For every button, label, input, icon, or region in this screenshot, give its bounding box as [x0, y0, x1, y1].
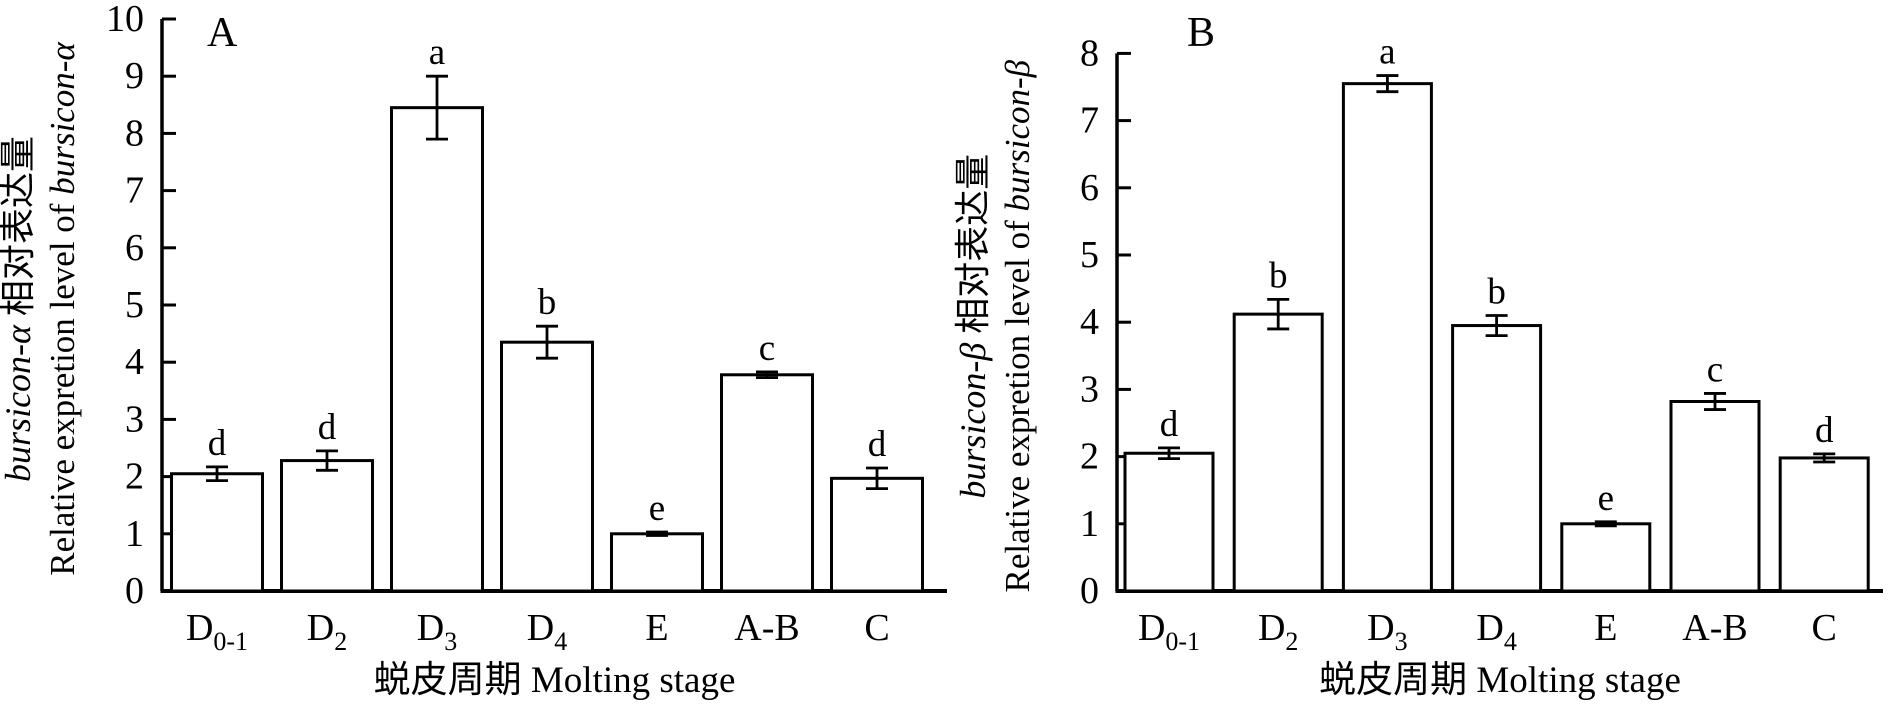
x-tick-label-B-ab: A-B	[1682, 607, 1747, 649]
y-tick-label-B-5: 5	[1080, 234, 1099, 276]
y-tick-label-A-6: 6	[125, 227, 144, 269]
y-tick-label-A-4: 4	[125, 341, 144, 383]
sig-letter-B-d2: b	[1269, 255, 1288, 296]
bar-A-e	[610, 532, 704, 593]
error-bar-B-d3	[1376, 74, 1399, 94]
bar-B-d3	[1341, 82, 1433, 593]
x-tick-label-B-e: E	[1594, 607, 1617, 649]
x-tick-label-A-ab: A-B	[734, 607, 799, 649]
error-bar-B-d01	[1158, 446, 1180, 461]
y-tick-label-A-10: 10	[106, 0, 144, 40]
bar-B-d2	[1232, 312, 1324, 593]
x-tick-label-A-d01: D0-1	[186, 607, 248, 656]
y-tick-label-B-3: 3	[1080, 368, 1099, 410]
panel-label-A: A	[207, 10, 238, 56]
bar-B-d01	[1123, 451, 1215, 593]
sig-letter-A-d2: d	[318, 407, 337, 448]
x-tick-label-B-d01: D0-1	[1138, 607, 1200, 656]
bar-A-ab	[720, 373, 814, 593]
error-bar-A-d2	[316, 449, 338, 472]
y-tick-label-B-4: 4	[1080, 301, 1099, 343]
y-tick-label-A-8: 8	[125, 112, 144, 154]
error-bar-A-c	[866, 466, 888, 491]
y-tick-label-A-1: 1	[125, 513, 144, 555]
y-tick-label-A-9: 9	[125, 55, 144, 97]
error-bar-B-d4	[1485, 314, 1508, 338]
y-tick-label-A-7: 7	[125, 170, 144, 212]
panel-label-B: B	[1187, 10, 1215, 56]
sig-letter-B-d3: a	[1379, 32, 1395, 73]
bar-B-ab	[1669, 399, 1761, 593]
sig-letter-A-d4: b	[538, 282, 557, 323]
x-tick-label-A-c: C	[864, 607, 889, 649]
y-tick-label-B-7: 7	[1080, 100, 1099, 142]
sig-letter-B-e: e	[1598, 478, 1614, 519]
y-tick-label-A-3: 3	[125, 398, 144, 440]
y-tick-label-A-5: 5	[125, 284, 144, 326]
sig-letter-A-c: d	[868, 424, 887, 465]
bar-A-d3	[390, 106, 484, 593]
bar-A-d2	[280, 459, 374, 593]
x-axis-title-B: 蜕皮周期 Molting stage	[1319, 660, 1681, 701]
y-axis-title-cn-A: bursicon-α 相对表达量	[0, 136, 38, 482]
sig-letter-A-e: e	[649, 488, 665, 529]
x-tick-label-B-d2: D2	[1258, 607, 1298, 656]
error-bar-A-d4	[536, 324, 558, 360]
y-axis-title-en-B: Relative expretion level of bursicon-β	[998, 59, 1037, 592]
x-tick-label-B-d3: D3	[1367, 607, 1407, 656]
sig-letter-B-ab: c	[1707, 349, 1723, 390]
x-tick-label-A-d3: D3	[417, 607, 457, 656]
sig-letter-B-d4: b	[1487, 271, 1506, 312]
y-tick-label-B-1: 1	[1080, 503, 1099, 545]
x-tick-label-A-e: E	[645, 607, 668, 649]
error-bar-B-e	[1594, 520, 1617, 528]
panel-A: 0 1 2 3 4 5 6 7 8 9 10 d D0-1 d D2 a D3 b D4 e Ec A-B d C 蜕皮周期 M…	[0, 0, 947, 701]
y-tick-label-A-0: 0	[125, 570, 144, 612]
y-tick-label-B-8: 8	[1080, 32, 1099, 74]
panel-B: 0 1 2 3 4 5 6 7 8 d D0-1 b D2 a D3 b D4 e Ec A-B d C 蜕皮周期 Molt…	[953, 10, 1883, 701]
y-tick-label-B-0: 0	[1080, 570, 1099, 612]
y-tick-label-B-6: 6	[1080, 167, 1099, 209]
error-bar-A-ab	[756, 370, 778, 380]
bar-A-c	[830, 476, 924, 593]
sig-letter-B-d01: d	[1160, 404, 1179, 445]
x-axis-title-A: 蜕皮周期 Molting stage	[374, 660, 736, 701]
bar-B-e	[1560, 522, 1652, 593]
error-bar-A-e	[646, 530, 668, 537]
y-axis-title-cn-B: bursicon-β 相对表达量	[953, 154, 993, 499]
error-bar-A-d3	[426, 74, 448, 141]
x-tick-label-B-d4: D4	[1476, 607, 1516, 656]
bar-A-d01	[170, 472, 264, 593]
sig-letter-B-c: d	[1815, 410, 1834, 451]
sig-letter-A-ab: c	[759, 328, 775, 369]
x-tick-label-A-d2: D2	[307, 607, 347, 656]
y-tick-label-B-2: 2	[1080, 436, 1099, 478]
sig-letter-A-d01: d	[208, 423, 227, 464]
y-axis-title-en-A: Relative expretion level of bursicon-α	[43, 42, 82, 576]
error-bar-B-d2	[1267, 297, 1290, 331]
x-tick-label-B-c: C	[1812, 607, 1837, 649]
y-tick-label-A-2: 2	[125, 456, 144, 498]
sig-letter-A-d3: a	[429, 32, 445, 73]
error-bar-B-ab	[1704, 392, 1726, 411]
error-bar-B-c	[1813, 452, 1836, 464]
x-tick-label-A-d4: D4	[527, 607, 567, 656]
bar-A-d4	[500, 340, 594, 593]
error-bar-A-d01	[206, 465, 228, 483]
bar-B-d4	[1451, 324, 1543, 593]
bar-B-c	[1778, 456, 1870, 593]
